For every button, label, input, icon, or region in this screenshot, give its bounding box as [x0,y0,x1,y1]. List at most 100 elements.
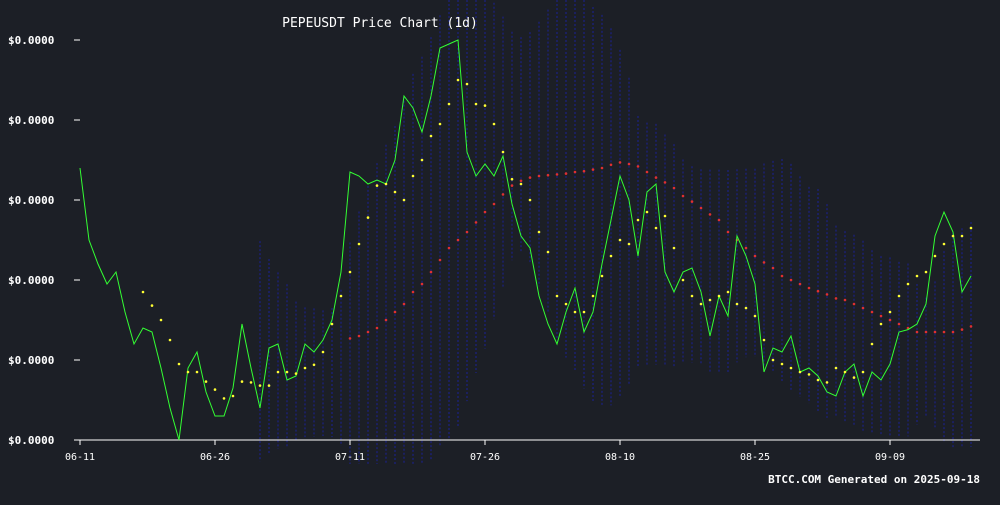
sar-point [141,290,145,294]
ma-point [789,278,793,282]
sar-point [339,294,343,298]
sar-point [357,242,361,246]
sar-point [195,370,199,374]
ma-point [447,246,451,250]
ma-point [753,254,757,258]
sar-point [186,370,190,374]
sar-point [573,310,577,314]
sar-point [366,216,370,219]
ma-point [807,286,811,290]
sar-point [546,250,550,254]
ma-point [402,302,406,306]
ma-point [744,246,748,250]
sar-point [240,380,244,383]
ma-point [699,206,703,210]
ma-point [708,213,712,216]
ma-point [411,290,415,294]
sar-point [384,182,388,186]
ma-point [600,166,604,170]
sar-point [537,230,541,234]
sar-point [780,362,784,366]
sar-point [501,150,505,154]
ma-point [645,170,649,174]
sar-point [321,350,325,354]
ma-point [681,194,685,198]
sar-point [771,358,775,362]
sar-point [258,384,262,387]
ma-point [609,163,613,167]
ma-point [663,181,667,184]
ma-point [924,330,928,334]
ma-point [555,173,559,176]
sar-point [249,381,253,384]
sar-point [510,177,514,181]
x-tick-label: 08-25 [740,452,770,463]
sar-point [582,310,586,314]
ma-point [960,328,964,331]
sar-point [492,122,496,126]
ma-point [537,174,541,178]
ma-point [501,193,505,196]
sar-point [600,274,604,278]
sar-point [231,394,235,398]
sar-point [681,278,685,282]
ma-point [375,326,379,330]
y-tick-label: $0.0000 [8,34,54,47]
sar-point [708,298,712,302]
sar-point [222,397,226,400]
ma-point [357,334,361,338]
sar-point [285,370,289,374]
y-tick-label: $0.0000 [8,354,54,367]
ma-point [888,318,892,322]
sar-point [348,270,352,274]
sar-point [213,388,217,391]
sar-point [663,214,667,218]
sar-point [735,302,739,306]
sar-point [159,318,163,322]
ma-point [726,230,730,234]
ma-point [474,221,478,224]
sar-point [960,234,964,238]
ma-point [870,310,874,314]
sar-point [942,242,946,246]
y-tick-label: $0.0000 [8,114,54,127]
sar-point [843,370,847,374]
series-layer [79,39,973,441]
sar-point [555,294,559,298]
sar-point [429,134,433,138]
sar-point [654,226,658,230]
sar-point [276,370,280,374]
sar-point [906,282,910,286]
ma-point [429,270,433,274]
ma-point [366,330,370,334]
x-tick-label: 07-11 [335,452,365,463]
ma-point [456,238,460,242]
ma-point [825,293,829,296]
sar-point [447,102,451,106]
sar-point [807,373,811,376]
ma-point [510,184,514,187]
sar-point [519,182,523,186]
sar-point [933,254,937,258]
ma-point [483,210,487,214]
price-line [79,39,972,441]
sar-point [798,370,802,374]
ma-point [861,306,865,310]
sar-point [150,304,154,307]
sar-point [564,302,568,306]
x-tick-label: 09-09 [875,452,905,463]
chart-title: PEPEUSDT Price Chart (1d) [282,16,478,31]
sar-point [591,294,595,298]
ma-point [942,330,946,334]
ma-point [627,162,631,166]
ma-point [348,337,352,340]
ma-point [951,330,955,334]
sar-point [474,102,478,106]
ma-point [420,282,424,286]
sar-point [789,366,793,370]
sar-point [726,290,730,294]
ma-point [780,274,784,278]
sar-point [861,370,865,374]
sar-point [528,198,532,202]
